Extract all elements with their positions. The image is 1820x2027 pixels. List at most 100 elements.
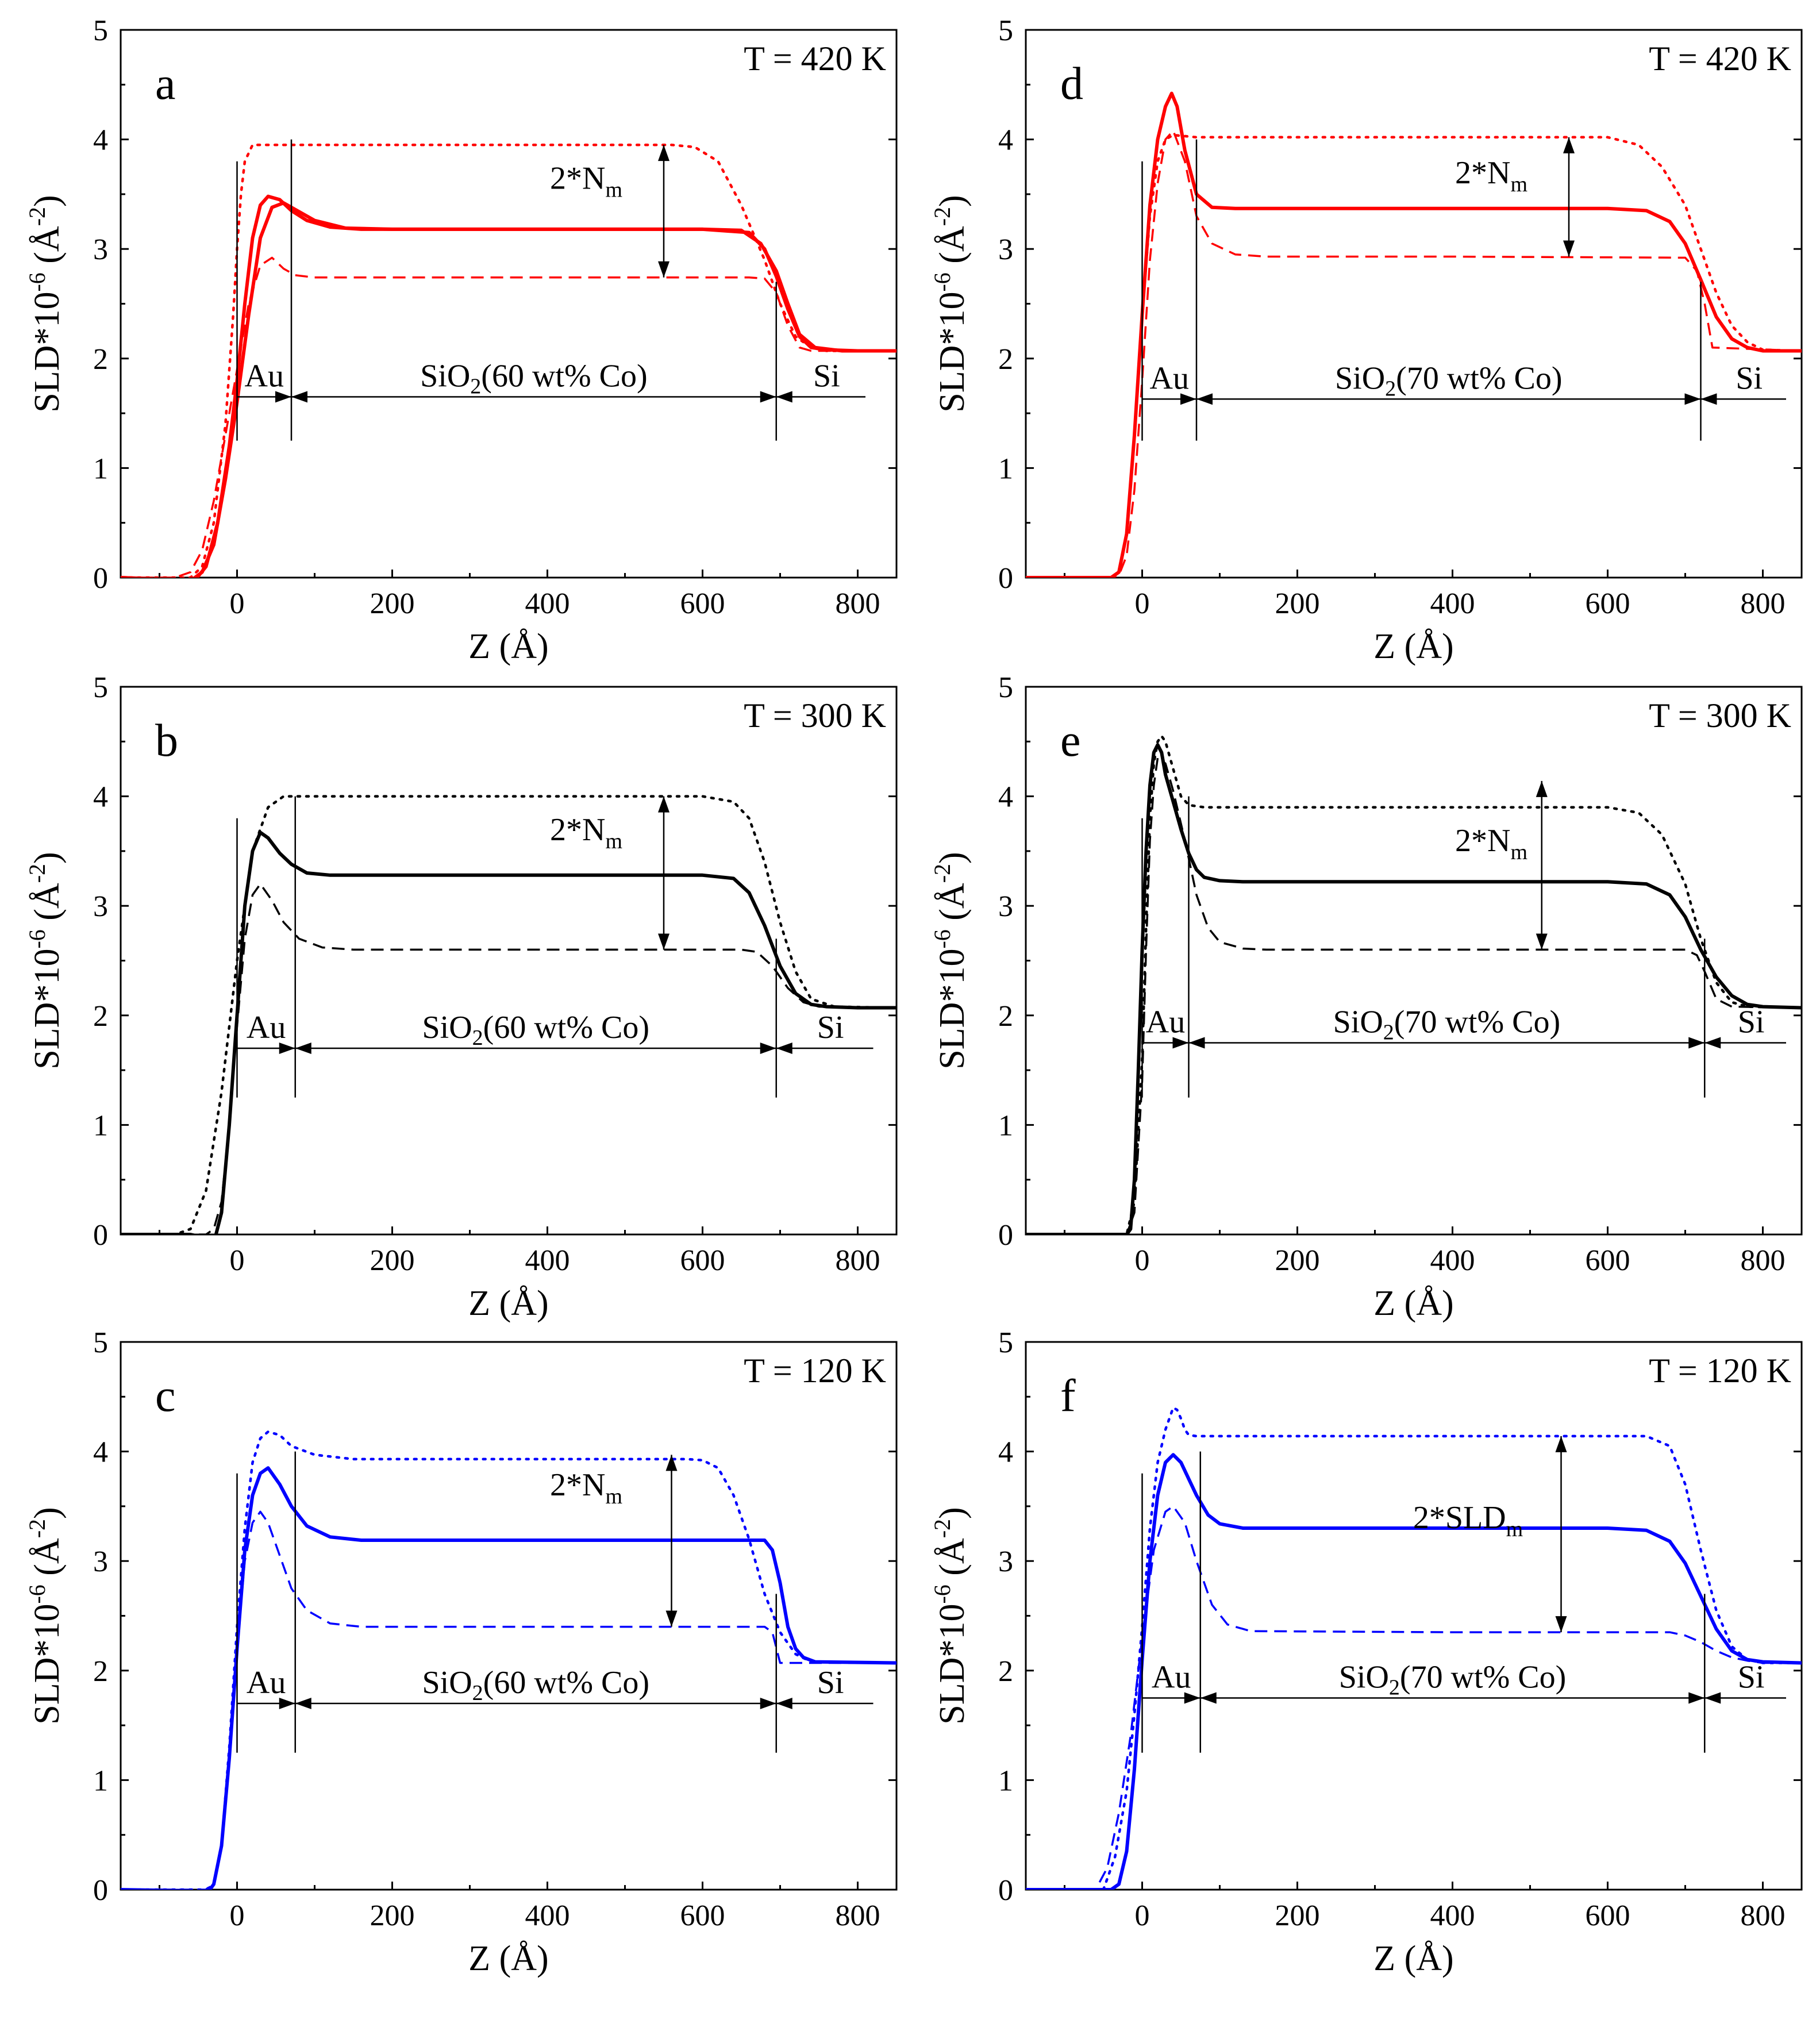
y-tick-label: 4 <box>998 124 1013 157</box>
film-arrowhead-left <box>1188 1037 1205 1049</box>
x-tick-label: 800 <box>1741 1899 1786 1932</box>
y-axis-label-part: SLD*10 <box>28 292 67 413</box>
moment-arrowhead-down <box>658 261 669 278</box>
y-tick-label: 2 <box>998 1655 1013 1688</box>
moment-label-main: 2*N <box>550 812 605 848</box>
temperature-label: T = 120 K <box>1649 1352 1791 1390</box>
film-label-rest: (70 wt% Co) <box>1394 1004 1560 1040</box>
y-tick-label: 4 <box>998 1436 1013 1469</box>
y-axis-label-part: ) <box>28 852 67 864</box>
series-dashed <box>121 883 896 1234</box>
au-arrowhead <box>1180 393 1196 405</box>
x-tick-label: 600 <box>1586 1244 1630 1277</box>
temperature-label: T = 420 K <box>744 40 886 78</box>
layer-label-film: SiO2(60 wt% Co) <box>420 359 647 399</box>
temperature-label: T = 120 K <box>744 1352 886 1390</box>
y-tick-label: 3 <box>998 1545 1013 1578</box>
film-label-rest: (70 wt% Co) <box>1396 360 1562 396</box>
moment-label: 2*Nm <box>550 1467 622 1509</box>
y-tick-label: 3 <box>93 233 108 266</box>
moment-label-sub: m <box>1510 172 1527 197</box>
y-tick-label: 3 <box>93 890 108 923</box>
y-axis-label-part: SLD*10 <box>933 292 972 413</box>
layer-label-au: Au <box>245 359 284 394</box>
film-arrowhead-right <box>760 1042 776 1054</box>
si-arrowhead <box>1704 1692 1721 1704</box>
y-axis-label-part: (Å <box>28 226 67 272</box>
y-axis-label-part: -2 <box>24 864 50 883</box>
moment-arrowhead-up <box>1555 1436 1567 1452</box>
film-label-sub: 2 <box>1385 376 1396 401</box>
series-dotted <box>121 143 896 578</box>
moment-label-main: 2*N <box>550 160 605 196</box>
layer-label-si: Si <box>813 359 840 394</box>
layer-label-film: SiO2(60 wt% Co) <box>422 1010 649 1050</box>
curves <box>1026 1406 1802 1890</box>
layer-label-au: Au <box>247 1010 286 1045</box>
moment-arrowhead-down <box>1563 240 1575 257</box>
x-tick-label: 800 <box>1741 587 1786 620</box>
film-arrowhead-left <box>295 1697 311 1709</box>
x-tick-label: 600 <box>680 1244 725 1277</box>
layer-label-film: SiO2(70 wt% Co) <box>1335 360 1562 401</box>
y-tick-label: 4 <box>998 781 1013 814</box>
x-axis-label: Z (Å) <box>468 627 548 666</box>
film-label-rest: (60 wt% Co) <box>483 1665 649 1701</box>
x-tick-label: 400 <box>1430 1244 1475 1277</box>
x-tick-label: 200 <box>370 587 415 620</box>
panel-f: 0 1 2 3 4 5 0 200 400 600 800 Z (Å) SLD*10-6 (Å-2) f T… <box>929 1326 1803 1978</box>
panel-b: 0 1 2 3 4 5 0 200 400 600 800 Z (Å) SLD*10-6 (Å-2) b T… <box>24 671 898 1323</box>
y-axis-label-part: -2 <box>929 864 955 883</box>
panel-e: 0 1 2 3 4 5 0 200 400 600 800 Z (Å) SLD*10-6 (Å-2) e T… <box>929 671 1803 1323</box>
moment-arrowhead-up <box>1536 780 1548 797</box>
y-tick-label: 2 <box>998 1000 1013 1033</box>
curves <box>121 1430 896 1890</box>
moment-label-main: 2*N <box>1455 823 1510 859</box>
x-tick-label: 800 <box>836 1899 880 1932</box>
panel-a: 0 1 2 3 4 5 0 200 400 600 800 Z (Å) SLD*10-6 (Å-2) a T… <box>24 14 898 666</box>
film-arrowhead-right <box>760 391 776 403</box>
layer-label-film: SiO2(70 wt% Co) <box>1333 1004 1560 1044</box>
y-tick-label: 1 <box>998 452 1013 485</box>
layer-label-si: Si <box>1738 1004 1765 1040</box>
film-label-sub: 2 <box>470 375 481 399</box>
x-tick-label: 200 <box>1275 1244 1320 1277</box>
film-label-main: SiO <box>1333 1004 1383 1040</box>
film-label-main: SiO <box>420 359 470 394</box>
y-axis-label-part: -6 <box>24 929 50 948</box>
y-tick-label: 2 <box>93 1655 108 1688</box>
y-tick-label: 4 <box>93 1436 108 1469</box>
si-arrowhead <box>776 1697 792 1709</box>
y-tick-label: 0 <box>93 1874 108 1907</box>
curves <box>121 795 896 1234</box>
au-arrowhead <box>1184 1692 1200 1704</box>
y-axis-label-part: -6 <box>929 929 955 948</box>
y-axis-label-part: (Å <box>28 1538 67 1584</box>
y-tick-label: 2 <box>93 1000 108 1033</box>
series-dotted <box>1026 1406 1802 1890</box>
x-tick-label: 600 <box>680 587 725 620</box>
temperature-label: T = 300 K <box>744 697 886 734</box>
layer-label-au: Au <box>1150 360 1189 396</box>
layer-label-au: Au <box>247 1665 286 1701</box>
x-tick-label: 200 <box>370 1899 415 1932</box>
y-axis-label-part: SLD*10 <box>28 1604 67 1725</box>
si-arrowhead <box>776 391 792 403</box>
x-tick-label: 0 <box>1135 587 1150 620</box>
x-axis-label: Z (Å) <box>1373 1284 1453 1323</box>
film-label-rest: (60 wt% Co) <box>483 1010 649 1045</box>
y-axis-label-part: -6 <box>24 1584 50 1603</box>
panel-letter: d <box>1060 59 1083 109</box>
moment-label: 2*Nm <box>550 160 622 202</box>
film-arrowhead-right <box>1684 393 1701 405</box>
series-dashed <box>1026 1505 1802 1890</box>
x-tick-label: 0 <box>230 587 245 620</box>
film-arrowhead-right <box>760 1697 776 1709</box>
y-tick-label: 3 <box>998 233 1013 266</box>
y-axis-label: SLD*10-6 (Å-2) <box>929 852 972 1069</box>
moment-label-sub: m <box>605 178 622 202</box>
x-tick-label: 0 <box>230 1899 245 1932</box>
moment-arrowhead-down <box>1536 933 1548 950</box>
x-tick-label: 200 <box>370 1244 415 1277</box>
x-tick-label: 0 <box>230 1244 245 1277</box>
